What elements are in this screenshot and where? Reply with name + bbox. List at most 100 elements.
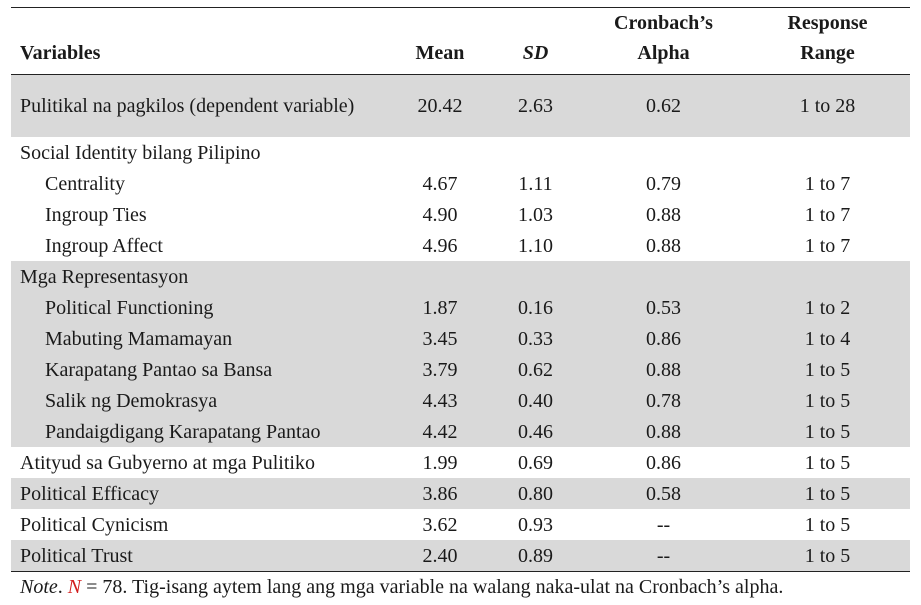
table-row: Political Cynicism 3.62 0.93 -- 1 to 5 (11, 509, 910, 540)
table-row: Ingroup Affect 4.96 1.10 0.88 1 to 7 (11, 230, 910, 261)
row-alpha: 0.88 (646, 234, 681, 257)
row-alpha: -- (656, 513, 671, 536)
row-sd: 0.93 (518, 513, 553, 536)
row-range: 1 to 28 (745, 74, 910, 137)
row-mean: 1.87 (391, 292, 489, 323)
row-alpha: -- (582, 540, 745, 572)
table-note: Note. N = 78. Tig-isang aytem lang ang m… (20, 574, 783, 600)
header-alpha-line2: Alpha (637, 42, 690, 64)
row-alpha (582, 261, 745, 292)
descriptive-statistics-table: Variables Mean SD Cronbach’s Alpha Respon… (11, 7, 910, 572)
row-sd: 0.62 (489, 354, 582, 385)
row-range: 1 to 7 (804, 172, 851, 195)
row-range: 1 to 5 (804, 451, 851, 474)
table-row: Mabuting Mamamayan 3.45 0.33 0.86 1 to 4 (11, 323, 910, 354)
row-range: 1 to 5 (745, 354, 910, 385)
table-row: Centrality 4.67 1.11 0.79 1 to 7 (11, 168, 910, 199)
row-mean: 4.42 (391, 416, 489, 447)
row-mean: 3.79 (391, 354, 489, 385)
row-mean: 1.99 (422, 451, 458, 474)
row-sd: 0.69 (518, 451, 553, 474)
row-mean: 4.43 (391, 385, 489, 416)
row-sd: 0.40 (489, 385, 582, 416)
row-label: Political Functioning (11, 292, 391, 323)
table-row: Political Functioning 1.87 0.16 0.53 1 t… (11, 292, 910, 323)
row-label: Ingroup Affect (45, 234, 163, 257)
row-alpha: 0.88 (582, 416, 745, 447)
row-label: Political Trust (11, 540, 391, 572)
note-sample-size-symbol: N (67, 576, 82, 598)
row-alpha (582, 137, 745, 168)
note-label-punctuation: . (57, 576, 68, 598)
row-mean: 20.42 (391, 74, 489, 137)
row-sd: 0.16 (489, 292, 582, 323)
row-range (745, 261, 910, 292)
header-sd: SD (489, 7, 582, 75)
row-alpha: 0.86 (582, 323, 745, 354)
note-text: = 78. Tig-isang aytem lang ang mga varia… (81, 576, 784, 598)
row-range: 1 to 7 (804, 234, 851, 257)
header-alpha: Cronbach’s Alpha (582, 7, 745, 75)
row-label: Ingroup Ties (45, 203, 147, 226)
row-alpha: 0.88 (646, 203, 681, 226)
row-alpha: 0.53 (582, 292, 745, 323)
header-alpha-line1: Cronbach’s (614, 12, 713, 34)
row-mean: 2.40 (391, 540, 489, 572)
table-row: Ingroup Ties 4.90 1.03 0.88 1 to 7 (11, 199, 910, 230)
row-alpha: 0.62 (582, 74, 745, 137)
table-row: Pulitikal na pagkilos (dependent variabl… (11, 74, 910, 137)
row-range: 1 to 5 (745, 478, 910, 509)
table-row: Political Trust 2.40 0.89 -- 1 to 5 (11, 540, 910, 572)
group-label: Social Identity bilang Pilipino (20, 141, 261, 164)
header-variables: Variables (11, 7, 391, 75)
row-alpha: 0.78 (582, 385, 745, 416)
row-range: 1 to 5 (745, 540, 910, 572)
row-alpha: 0.88 (582, 354, 745, 385)
table-row: Salik ng Demokrasya 4.43 0.40 0.78 1 to … (11, 385, 910, 416)
row-mean: 3.86 (391, 478, 489, 509)
row-sd: 1.10 (518, 234, 553, 257)
row-label: Atityud sa Gubyerno at mga Pulitiko (20, 451, 315, 474)
table-row: Political Efficacy 3.86 0.80 0.58 1 to 5 (11, 478, 910, 509)
header-range: Response Range (745, 7, 910, 75)
header-range-line1: Response (787, 12, 868, 34)
table-row: Pandaigdigang Karapatang Pantao 4.42 0.4… (11, 416, 910, 447)
row-sd: 0.46 (489, 416, 582, 447)
row-range: 1 to 5 (745, 385, 910, 416)
row-sd: 1.11 (518, 172, 553, 195)
row-sd (489, 137, 582, 168)
row-sd: 1.03 (518, 203, 553, 226)
table-row: Atityud sa Gubyerno at mga Pulitiko 1.99… (11, 447, 910, 478)
row-label: Salik ng Demokrasya (11, 385, 391, 416)
group-label: Mga Representasyon (11, 261, 391, 292)
row-sd (489, 261, 582, 292)
row-mean: 3.45 (391, 323, 489, 354)
row-label: Mabuting Mamamayan (11, 323, 391, 354)
header-mean: Mean (391, 7, 489, 75)
row-range: 1 to 5 (804, 513, 851, 536)
row-label: Karapatang Pantao sa Bansa (11, 354, 391, 385)
row-range (745, 137, 910, 168)
table-row: Karapatang Pantao sa Bansa 3.79 0.62 0.8… (11, 354, 910, 385)
row-mean (391, 261, 489, 292)
row-sd: 0.89 (489, 540, 582, 572)
row-label: Political Efficacy (11, 478, 391, 509)
table-header-row: Variables Mean SD Cronbach’s Alpha Respon… (11, 7, 910, 75)
row-alpha: 0.86 (646, 451, 681, 474)
header-range-line2: Range (800, 42, 855, 64)
row-label: Centrality (45, 172, 125, 195)
row-mean: 4.67 (422, 172, 458, 195)
row-mean (391, 137, 489, 168)
row-mean: 3.62 (422, 513, 458, 536)
row-range: 1 to 2 (745, 292, 910, 323)
row-alpha: 0.79 (646, 172, 681, 195)
row-mean: 4.90 (422, 203, 458, 226)
row-range: 1 to 4 (745, 323, 910, 354)
table-row: Social Identity bilang Pilipino (11, 137, 910, 168)
row-range: 1 to 7 (804, 203, 851, 226)
row-label: Pulitikal na pagkilos (dependent variabl… (11, 74, 391, 137)
row-sd: 2.63 (489, 74, 582, 137)
row-alpha: 0.58 (582, 478, 745, 509)
row-sd: 0.33 (489, 323, 582, 354)
